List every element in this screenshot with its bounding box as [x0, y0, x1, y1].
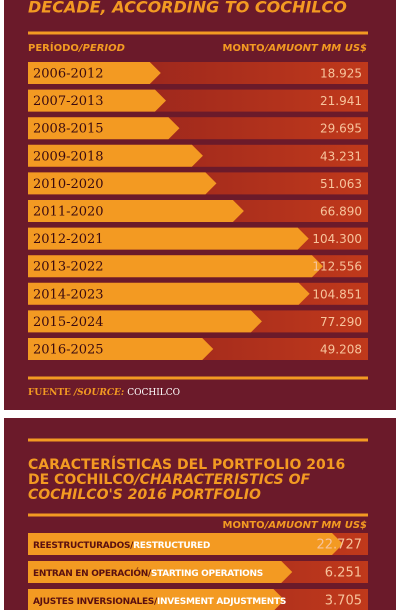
category-header: PERÍODO/PERIOD [28, 41, 125, 54]
title-line: DE COCHILCO/CHARACTERISTICS OF [28, 472, 311, 488]
bar [28, 561, 293, 583]
category-part: INVESMENT ADJUSTMENTS [157, 597, 286, 607]
value-label: 43.231 [320, 149, 362, 163]
source: FUENTE/SOURCE: COCHILCO [28, 388, 180, 398]
value-label: 66.890 [320, 205, 362, 219]
value-label: 29.695 [320, 122, 362, 136]
bar [28, 282, 310, 305]
category-label: 2014-2023 [33, 287, 104, 302]
value-label: 77.290 [320, 315, 362, 329]
value-label: 22.727 [317, 538, 363, 553]
category-label: 2009-2018 [33, 149, 104, 164]
category-part: RESTRUCTURED [133, 541, 210, 551]
bar [28, 89, 167, 112]
value-label: 104.300 [312, 232, 362, 246]
bar [28, 589, 285, 610]
category-label: 2012-2021 [33, 232, 104, 247]
category-label: REESTRUCTURADOS/RESTRUCTURED [33, 541, 210, 551]
bar [28, 338, 214, 360]
category-label: 2016-2025 [33, 343, 104, 358]
value-header: MONTO/AMUONT MM US$ [223, 520, 367, 531]
category-label: 2010-2020 [33, 177, 104, 192]
value-label: 3.705 [325, 594, 362, 609]
value-label: 21.941 [320, 94, 362, 108]
value-label: 18.925 [320, 67, 362, 81]
bar [28, 62, 161, 84]
category-label: 2011-2020 [33, 205, 104, 220]
category-label: 2008-2015 [33, 122, 104, 137]
category-label: ENTRAN EN OPERACIÓN/STARTING OPERATIONS [33, 567, 263, 579]
bar [28, 255, 323, 278]
bar [28, 117, 180, 140]
value-label: 6.251 [325, 566, 362, 581]
bar [28, 533, 343, 555]
bar [28, 200, 244, 222]
category-label: 2013-2022 [33, 260, 104, 275]
bar [28, 310, 262, 333]
category-part: AJUSTES INVERSIONALES/ [33, 597, 158, 607]
value-label: 104.851 [312, 287, 362, 301]
category-label: 2006-2012 [33, 67, 104, 82]
value-label: 51.063 [320, 177, 362, 191]
category-label: 2015-2024 [33, 315, 104, 330]
category-label: 2007-2013 [33, 94, 104, 109]
category-part: ENTRAN EN OPERACIÓN/ [33, 567, 152, 579]
title-line: COCHILCO'S 2016 PORTFOLIO [28, 487, 261, 503]
value-header: MONTO/AMUONT MM US$ [223, 43, 367, 54]
bar [28, 144, 203, 167]
title: DECADE, ACCORDING TO COCHILCO [28, 0, 347, 17]
bar [28, 172, 217, 195]
bar [28, 227, 309, 250]
category-part: REESTRUCTURADOS/ [33, 541, 134, 551]
title-line: CARACTERÍSTICAS DEL PORTFOLIO 2016 [28, 456, 345, 473]
value-label: 49.208 [320, 343, 362, 357]
title: CARACTERÍSTICAS DEL PORTFOLIO 2016 DE CO… [28, 456, 345, 503]
category-part: STARTING OPERATIONS [151, 569, 263, 579]
value-label: 112.556 [312, 260, 362, 274]
category-label: AJUSTES INVERSIONALES/INVESMENT ADJUSTME… [33, 597, 286, 607]
